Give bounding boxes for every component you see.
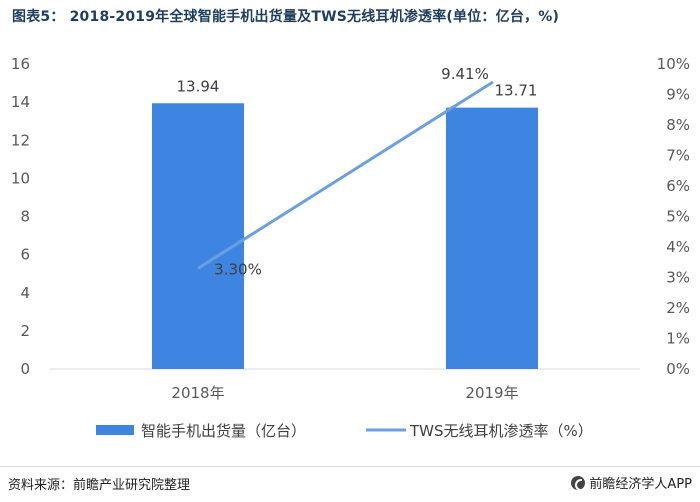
left-tick-label: 0 [20, 360, 30, 378]
left-tick-label: 16 [11, 55, 30, 73]
chart-title: 图表5： 2018-2019年全球智能手机出货量及TWS无线耳机渗透率(单位：亿… [12, 9, 560, 25]
category-label: 2018年 [171, 384, 224, 402]
right-tick-label: 7% [666, 147, 690, 165]
right-tick-label: 1% [666, 330, 690, 348]
right-tick-label: 0% [666, 360, 690, 378]
left-tick-label: 12 [11, 131, 30, 149]
qianzhan-logo-icon [571, 475, 586, 491]
left-tick-label: 4 [20, 284, 30, 302]
left-tick-label: 2 [20, 322, 30, 340]
right-tick-label: 9% [666, 86, 690, 104]
category-label: 2019年 [465, 384, 518, 402]
right-tick-label: 3% [666, 269, 690, 287]
chart: 0 2 4 6 8 10 12 14 16 0% 1% 2% 3% 4% 5% 6% 7% 8% 9% 10% 20… [11, 55, 690, 440]
legend-bar-swatch [96, 425, 134, 435]
left-tick-label: 10 [11, 169, 30, 187]
line-value-label: 3.30% [214, 260, 262, 278]
footer: 资料来源：前瞻产业研究院整理 前瞻经济学人APP [0, 466, 700, 502]
series-line [197, 80, 494, 270]
bar [152, 103, 244, 370]
right-tick-label: 4% [666, 238, 690, 256]
right-tick-label: 2% [666, 299, 690, 317]
source-note: 资料来源：前瞻产业研究院整理 [8, 478, 191, 493]
left-tick-label: 14 [11, 93, 30, 111]
bar-value-label: 13.71 [495, 82, 538, 100]
brand-label: 前瞻经济学人APP [589, 477, 692, 492]
right-axis-ticks: 0% 1% 2% 3% 4% 5% 6% 7% 8% 9% 10% [657, 55, 690, 378]
right-tick-label: 10% [657, 55, 690, 73]
left-tick-label: 6 [20, 246, 30, 264]
right-tick-label: 6% [666, 177, 690, 195]
category-labels: 2018年 2019年 [171, 384, 518, 402]
bar-value-label: 13.94 [177, 77, 220, 95]
legend: 智能手机出货量（亿台） TWS无线耳机渗透率（%） [96, 422, 593, 440]
legend-bar-label: 智能手机出货量（亿台） [141, 422, 306, 440]
legend-line-label: TWS无线耳机渗透率（%） [409, 422, 593, 440]
line-value-label: 9.41% [441, 65, 489, 83]
brand-mark: 前瞻经济学人APP [571, 473, 692, 492]
data-labels: 13.94 13.71 3.30% 9.41% [177, 65, 538, 278]
left-tick-label: 8 [20, 208, 30, 226]
bar-series [152, 103, 538, 370]
left-axis-ticks: 0 2 4 6 8 10 12 14 16 [11, 55, 30, 378]
right-tick-label: 8% [666, 116, 690, 134]
bar [446, 107, 538, 369]
line-series [197, 80, 494, 270]
right-tick-label: 5% [666, 208, 690, 226]
